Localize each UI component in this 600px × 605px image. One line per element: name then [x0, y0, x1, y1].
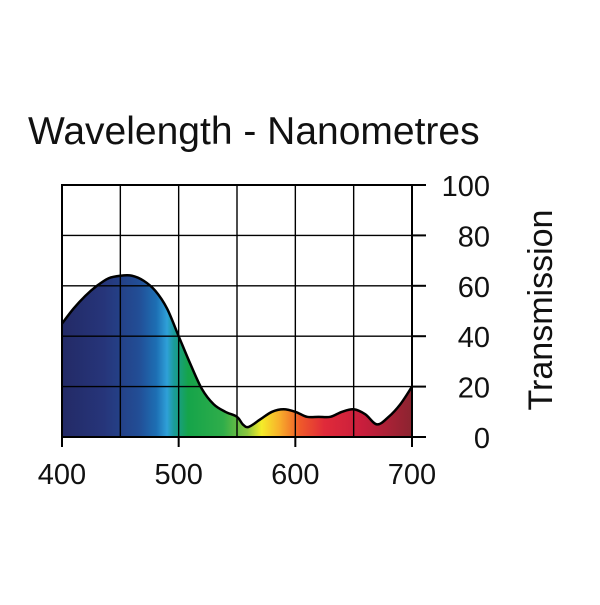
transmission-area [62, 275, 412, 437]
y-tick-label: 100 [442, 171, 490, 203]
plot-frame [61, 184, 413, 438]
x-tick-label: 600 [271, 459, 319, 491]
x-tick-label: 700 [388, 459, 436, 491]
y-tick-label: 80 [458, 221, 490, 253]
x-tick-label: 500 [154, 459, 202, 491]
x-axis: 400 500 600 700 [38, 437, 436, 491]
chart-title: Wavelength - Nanometres [28, 110, 480, 153]
y-tick-label: 40 [458, 322, 490, 354]
y-tick-label: 20 [458, 373, 490, 405]
y-tick-label: 60 [458, 272, 490, 304]
grid-lines [62, 185, 412, 437]
y-axis-label: Transmission [522, 210, 560, 411]
x-tick-label: 400 [38, 459, 86, 491]
y-axis: 0 20 40 60 80 100 [412, 171, 490, 455]
y-tick-label: 0 [474, 423, 490, 455]
transmission-curve [61, 273, 414, 429]
